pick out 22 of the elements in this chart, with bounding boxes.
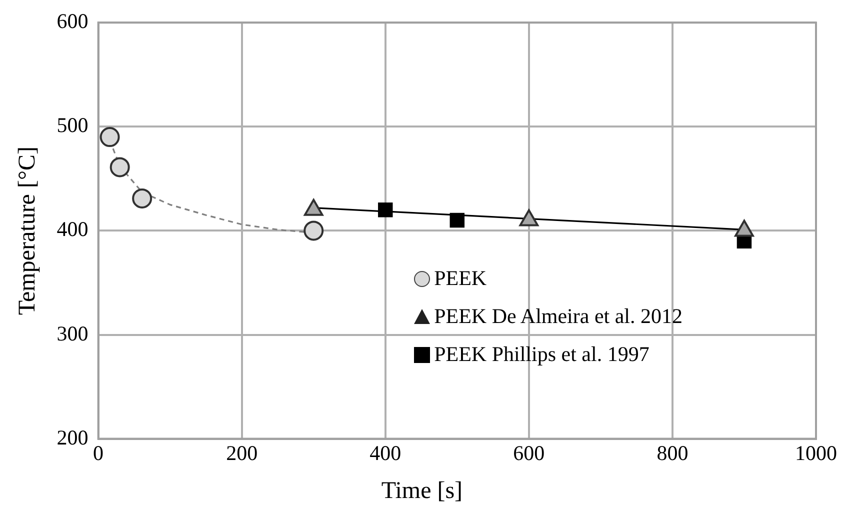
y-tick-label: 600 xyxy=(56,9,88,34)
point xyxy=(378,202,393,218)
x-tick-label: 0 xyxy=(93,440,104,465)
y-tick-label: 400 xyxy=(56,217,88,242)
y-axis-title: Temperature [°C] xyxy=(14,146,41,315)
legend-label: PEEK Phillips et al. 1997 xyxy=(434,342,650,368)
x-axis-title: Time [s] xyxy=(380,478,464,505)
y-tick-label: 200 xyxy=(56,425,88,450)
x-tick-label: 1000 xyxy=(795,440,837,465)
x-tick-label: 600 xyxy=(513,440,545,465)
point xyxy=(304,220,324,241)
y-tick-label: 300 xyxy=(56,321,88,346)
legend-label: PEEK xyxy=(434,266,487,292)
point xyxy=(110,157,130,178)
point xyxy=(132,188,152,208)
x-tick-label: 800 xyxy=(656,440,688,465)
legend-label: PEEK De Almeira et al. 2012 xyxy=(434,304,683,330)
point xyxy=(450,212,465,228)
point xyxy=(100,127,120,148)
x-tick-label: 200 xyxy=(226,440,258,465)
x-tick-label: 400 xyxy=(370,440,402,465)
y-tick-label: 500 xyxy=(56,113,88,138)
